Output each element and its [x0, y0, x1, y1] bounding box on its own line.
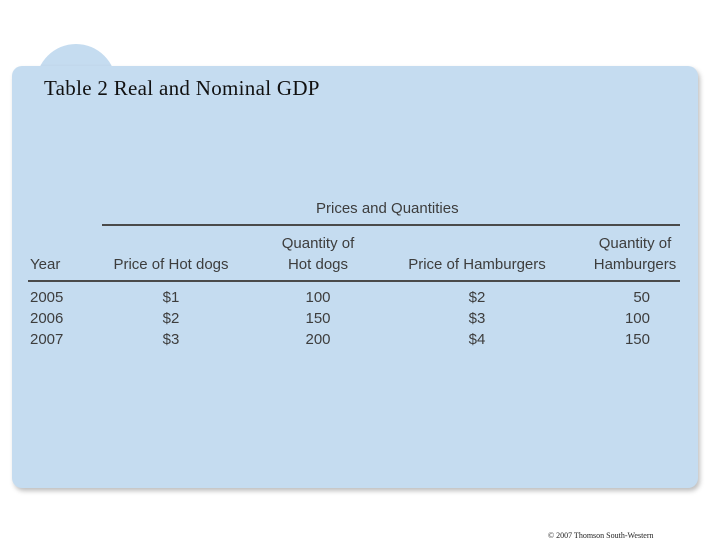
cell-price-hamburgers: $3: [468, 310, 486, 327]
header-price-hamburgers: Price of Hamburgers: [408, 256, 546, 273]
cell-year: 2005: [30, 289, 64, 306]
group-header: Prices and Quantities: [316, 200, 459, 217]
cell-qty-hotdogs: 200: [305, 331, 331, 348]
cell-year: 2006: [30, 310, 64, 327]
cell-qty-hamburgers: 150: [624, 331, 650, 348]
cell-qty-hotdogs: 100: [305, 289, 331, 306]
content-panel: [12, 66, 698, 488]
cell-price-hotdogs: $3: [162, 331, 180, 348]
cell-qty-hotdogs: 150: [305, 310, 331, 327]
cell-qty-hamburgers: 100: [624, 310, 650, 327]
header-year: Year: [30, 256, 61, 273]
cell-price-hamburgers: $4: [468, 331, 486, 348]
copyright-credit: © 2007 Thomson South-Western: [548, 531, 654, 540]
cell-year: 2007: [30, 331, 64, 348]
header-qty-hotdogs-line1: Quantity of: [281, 235, 355, 252]
group-header-rule: [102, 224, 680, 226]
header-qty-hamburgers-line1: Quantity of: [598, 235, 672, 252]
header-qty-hotdogs-line2: Hot dogs: [287, 256, 349, 273]
header-rule: [28, 280, 680, 282]
cell-qty-hamburgers: 50: [633, 289, 650, 306]
header-price-hotdogs: Price of Hot dogs: [113, 256, 229, 273]
cell-price-hamburgers: $2: [468, 289, 486, 306]
header-qty-hamburgers-line2: Hamburgers: [593, 256, 677, 273]
cell-price-hotdogs: $1: [162, 289, 180, 306]
page-title: Table 2 Real and Nominal GDP: [44, 76, 320, 100]
cell-price-hotdogs: $2: [162, 310, 180, 327]
